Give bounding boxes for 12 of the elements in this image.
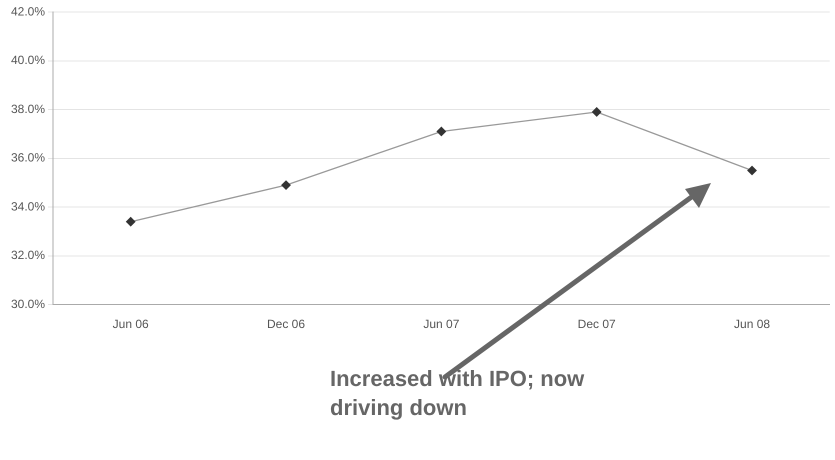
- x-tick-label: Jun 07: [423, 317, 460, 332]
- y-tick-label: 34.0%: [10, 199, 46, 214]
- x-tick-label: Jun 06: [112, 317, 150, 332]
- y-tick-label: 40.0%: [10, 53, 46, 68]
- x-tick-label: Jun 08: [734, 317, 770, 332]
- y-tick-label: 42.0%: [10, 4, 46, 18]
- x-tick-label: Dec 07: [578, 317, 616, 332]
- y-tick-label: 36.0%: [10, 150, 46, 165]
- x-tick-label: Dec 06: [267, 317, 306, 332]
- y-tick-label: 38.0%: [10, 102, 46, 116]
- y-tick-label: 30.0%: [10, 296, 46, 311]
- y-tick-label: 32.0%: [10, 248, 46, 262]
